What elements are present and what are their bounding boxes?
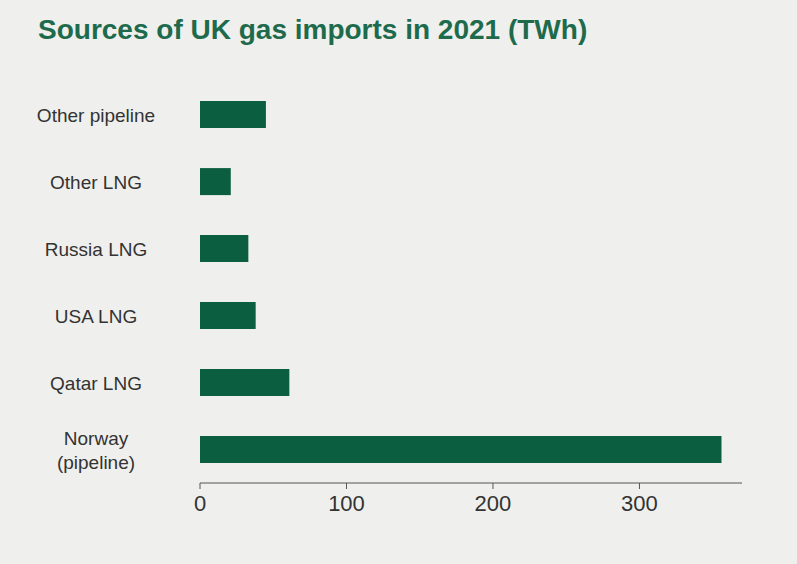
svg-text:200: 200: [475, 491, 512, 516]
svg-text:Other LNG: Other LNG: [50, 172, 142, 193]
svg-text:Russia LNG: Russia LNG: [45, 239, 147, 260]
svg-text:USA LNG: USA LNG: [55, 306, 137, 327]
svg-text:Norway(pipeline): Norway(pipeline): [57, 428, 135, 473]
svg-text:300: 300: [621, 491, 658, 516]
svg-text:Qatar LNG: Qatar LNG: [50, 373, 142, 394]
svg-text:Other pipeline: Other pipeline: [37, 105, 155, 126]
svg-text:100: 100: [328, 491, 365, 516]
html-text:Sources of UK gas imports in 2: Sources of UK gas imports in 2021 (TWh): [38, 14, 588, 45]
svg-text:0: 0: [194, 491, 206, 516]
